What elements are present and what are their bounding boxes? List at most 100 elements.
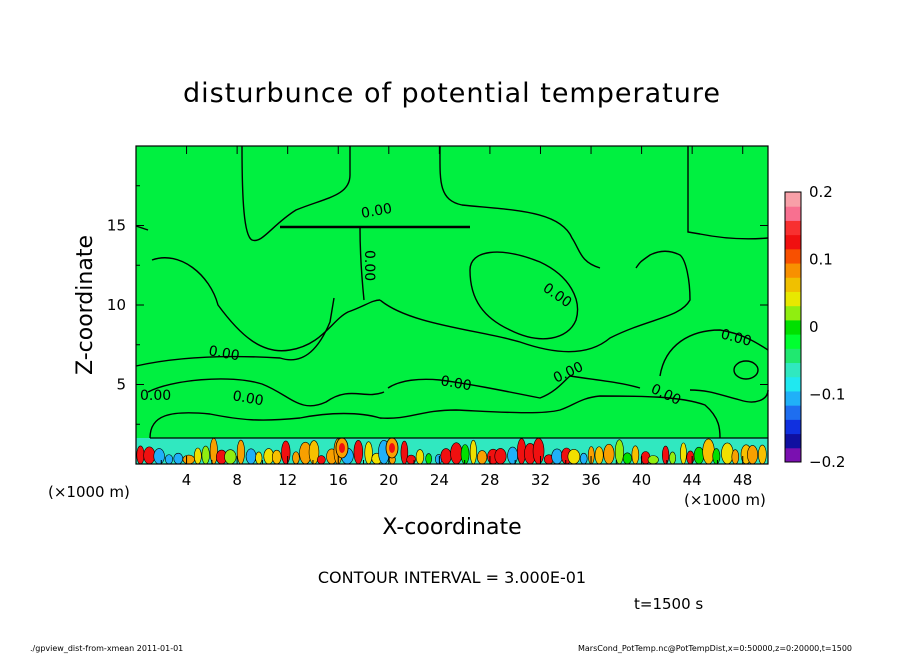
surface-blob — [173, 452, 184, 465]
surface-blob — [209, 437, 218, 465]
colorbar-swatch — [785, 305, 801, 321]
surface-blob — [193, 447, 202, 465]
surface-blob — [731, 449, 740, 465]
colorbar-swatch — [785, 192, 801, 207]
colorbar-swatch — [785, 348, 801, 364]
colorbar-swatch — [785, 277, 801, 292]
surface-blob — [292, 451, 300, 465]
surface-blob — [494, 448, 507, 465]
x-tick-label: 20 — [379, 471, 398, 489]
contour-right-edge — [659, 329, 769, 377]
surface-blob — [680, 442, 687, 465]
colorbar-swatch — [785, 206, 801, 221]
colorbar-swatch — [785, 362, 801, 378]
contour-lines — [135, 145, 769, 439]
x-tick-label: 32 — [531, 471, 550, 489]
surface-blob — [647, 455, 659, 465]
contour-top-edges — [135, 146, 769, 240]
contour-label: 0.00 — [361, 250, 377, 281]
contour-top-mid — [439, 145, 601, 269]
surface-blob — [364, 441, 373, 465]
x-tick-label: 40 — [632, 471, 651, 489]
surface-blob — [450, 442, 463, 465]
colorbar-swatch — [785, 234, 801, 250]
colorbar-swatch — [785, 220, 801, 236]
colorbar-swatch — [785, 263, 801, 278]
x-tick-label: 48 — [733, 471, 752, 489]
surface-blob — [164, 454, 173, 465]
surface-blob — [622, 452, 632, 465]
surface-blob — [567, 449, 581, 465]
surface-blob — [153, 448, 165, 465]
surface-blob — [143, 446, 156, 465]
colorbar-swatch — [785, 248, 801, 264]
colorbar-swatch — [785, 447, 801, 463]
surface-blob — [721, 442, 734, 465]
surface-blob — [507, 446, 518, 465]
colorbar-tick-label: −0.2 — [809, 453, 845, 471]
x-unit-right: (×1000 m) — [684, 491, 766, 509]
colorbar-swatch — [785, 319, 801, 335]
surface-blob — [477, 450, 488, 465]
x-axis: 4 8 12 16 20 24 28 32 36 40 44 48 — [160, 146, 752, 489]
y-tick-label: 15 — [107, 217, 126, 235]
x-tick-label: 4 — [182, 471, 192, 489]
surface-blob — [136, 445, 145, 465]
x-tick-label: 12 — [278, 471, 297, 489]
contour-vertical — [359, 227, 365, 301]
x-tick-label: 8 — [232, 471, 242, 489]
surface-hotspot-core — [389, 443, 395, 453]
contour-lower-left — [147, 378, 385, 407]
y-tick-label: 10 — [107, 296, 126, 314]
plot-background — [136, 146, 768, 464]
x-axis-label: X-coordinate — [382, 515, 521, 540]
surface-blob — [201, 445, 210, 465]
surface-blob — [224, 449, 237, 465]
contour-lower-mid — [387, 375, 641, 399]
colorbar-swatch — [785, 419, 801, 435]
colorbar-tick-label: 0.1 — [809, 251, 833, 269]
contour-right-lobe — [379, 250, 691, 353]
surface-blob — [415, 449, 425, 465]
colorbar-frame — [784, 191, 802, 463]
contour-top-left — [241, 145, 351, 242]
footer-left: ./gpview_dist-from-xmean 2011-01-01 — [30, 644, 183, 653]
colorbar-swatch — [785, 433, 801, 449]
surface-blob — [236, 439, 245, 465]
chart-title: disturbunce of potential temperature — [183, 78, 721, 109]
x-tick-label: 36 — [581, 471, 600, 489]
y-axis: 5 10 15 — [107, 185, 768, 425]
surface-blob — [747, 445, 758, 465]
surface-blob — [425, 453, 432, 465]
x-tick-label: 24 — [430, 471, 449, 489]
colorbar: 0.2 0.1 0 −0.1 −0.2 — [784, 183, 845, 471]
contour-label: 0.00 — [439, 373, 472, 394]
y-axis-label: Z-coordinate — [73, 235, 98, 375]
surface-blob — [281, 440, 291, 465]
colorbar-swatch — [785, 376, 801, 392]
surface-blob — [702, 438, 715, 465]
plot-area: 0.00 0.00 0.00 0.00 0.00 0.00 0.00 0.00 … — [135, 145, 769, 465]
surface-blob — [693, 446, 705, 465]
contour-near-surface — [149, 395, 721, 439]
surface-blob — [551, 448, 563, 465]
colorbar-tick-label: 0.2 — [809, 183, 833, 201]
surface-blob — [579, 452, 588, 465]
colorbar-swatch — [785, 291, 801, 307]
surface-blob — [182, 454, 195, 465]
x-tick-label: 16 — [329, 471, 348, 489]
surface-blob — [316, 455, 326, 465]
colorbar-tick-label: −0.1 — [809, 386, 845, 404]
colorbar-swatch — [785, 405, 801, 420]
x-unit-left: (×1000 m) — [48, 483, 130, 501]
surface-blob — [669, 451, 676, 465]
y-tick-label: 5 — [116, 376, 126, 394]
surface-blob — [758, 444, 767, 465]
surface-blob — [631, 445, 640, 465]
contour-interval: CONTOUR INTERVAL = 3.000E-01 — [318, 568, 586, 587]
surface-blob — [532, 437, 545, 465]
footer-right: MarsCond_PotTemp.nc@PotTempDist,x=0:5000… — [578, 644, 852, 653]
surface-blob — [594, 446, 604, 465]
surface-blob — [469, 439, 477, 465]
